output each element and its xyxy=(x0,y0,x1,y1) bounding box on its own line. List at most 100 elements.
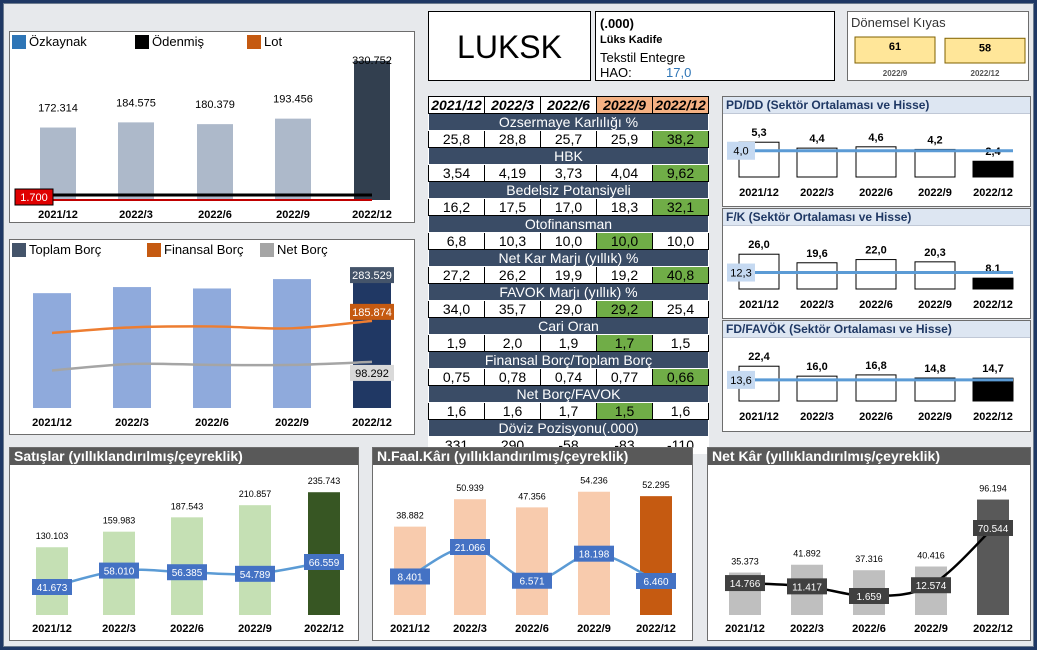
x-tick-label: 2022/3 xyxy=(115,417,149,429)
net-profit-annual-label: 35.373 xyxy=(731,557,759,567)
fd-favok-bar xyxy=(914,377,956,402)
net-profit-annual-bar xyxy=(977,499,1009,615)
x-tick-label: 2022/3 xyxy=(102,623,136,635)
pd-dd-chart: 5,3 2021/12 4,4 2022/3 4,6 2022/6 4,2 2022/9 2,4… xyxy=(727,127,1014,199)
table-cell: 25,4 xyxy=(652,300,709,318)
operating-profit-panel: N.Faal.Kârı (yıllıklandırılmış/çeyreklik… xyxy=(372,447,693,641)
table-cell: 1,5 xyxy=(596,402,653,420)
x-tick-label: 2022/6 xyxy=(515,623,549,635)
table-row: FAVOK Marjı (yıllık) % xyxy=(428,283,709,301)
sales-annual-label: 159.983 xyxy=(103,516,136,526)
metric-name: Net Borç/FAVOK xyxy=(428,385,709,403)
operating-profit-quarterly-box xyxy=(390,568,430,585)
metric-name: Net Kar Marjı (yıllık) % xyxy=(428,249,709,267)
pd-dd-value-label: 2,4 xyxy=(985,146,1001,158)
fd-favok-sector-average-label: 13,6 xyxy=(730,375,751,387)
x-tick-label: 2022/6 xyxy=(859,187,893,199)
table-cell: 2021/12 xyxy=(428,96,485,114)
fk-bar xyxy=(796,262,838,290)
table-row: 3,54 4,19 3,73 4,04 9,62 xyxy=(428,164,709,182)
x-tick-label: 2021/12 xyxy=(390,623,430,635)
sales-quarterly-box xyxy=(167,564,207,581)
x-tick-label: 2021/12 xyxy=(38,209,78,221)
operating-profit-annual-label: 52.295 xyxy=(642,480,670,490)
table-cell: 1,6 xyxy=(428,402,485,420)
net-profit-quarterly-box xyxy=(849,588,889,604)
table-cell: 1,6 xyxy=(652,402,709,420)
fk-bar xyxy=(855,259,897,290)
equity-bar xyxy=(354,60,390,200)
x-tick-label: 2022/9 xyxy=(238,623,272,635)
legend-label: Toplam Borç xyxy=(29,242,102,257)
net-profit-quarterly-label: 14.766 xyxy=(730,579,761,590)
x-tick-label: 2022/9 xyxy=(577,623,611,635)
net-profit-title: Net Kâr (yıllıklandırılmış/çeyreklik) xyxy=(708,448,1030,465)
fd-favok-value-label: 14,8 xyxy=(924,363,945,375)
sales-quarterly-label: 66.559 xyxy=(309,558,340,569)
table-cell: 1,7 xyxy=(596,334,653,352)
debt-value-box xyxy=(350,267,394,284)
x-tick-label: 2022/9 xyxy=(275,417,309,429)
company-info-box: (.000) Lüks Kadife Tekstil Entegre HAO: … xyxy=(595,11,835,81)
table-cell: 1,9 xyxy=(540,334,597,352)
x-tick-label: 2022/6 xyxy=(852,623,886,635)
pd-dd-value-label: 4,2 xyxy=(927,134,942,146)
table-cell: 17,5 xyxy=(484,198,541,216)
debt-value-box xyxy=(350,303,394,320)
metric-name: FAVOK Marjı (yıllık) % xyxy=(428,283,709,301)
x-tick-label: 2022/12 xyxy=(352,209,392,221)
table-row: 2021/12 2022/3 2022/6 2022/9 2022/12 xyxy=(428,96,709,114)
net-profit-annual-label: 96.194 xyxy=(979,484,1007,494)
table-row: 16,2 17,5 17,0 18,3 32,1 xyxy=(428,198,709,216)
x-tick-label: 2022/3 xyxy=(800,187,834,199)
operating-profit-quarterly-label: 8.401 xyxy=(397,572,422,583)
fk-value-label: 22,0 xyxy=(865,245,886,257)
fd-favok-value-label: 16,8 xyxy=(865,360,886,372)
pd-dd-value-label: 4,6 xyxy=(868,132,883,144)
total-debt-bar xyxy=(273,279,311,408)
comparison-bar xyxy=(854,36,936,64)
x-tick-label: 2021/12 xyxy=(739,187,779,199)
debt-value-label: 98.292 xyxy=(355,368,389,380)
x-tick-label: 2022/9 xyxy=(918,411,952,423)
debt-chart: Toplam Borç Finansal Borç Net Borç 2021/12 2… xyxy=(12,242,394,429)
operating-profit-annual-bar xyxy=(454,499,486,615)
table-row: 1,6 1,6 1,7 1,5 1,6 xyxy=(428,402,709,420)
legend-swatch xyxy=(260,243,274,257)
metric-name: Finansal Borç/Toplam Borç xyxy=(428,351,709,369)
pd-dd-bar xyxy=(796,147,838,178)
table-row: Net Kar Marjı (yıllık) % xyxy=(428,249,709,267)
fd-favok-panel: FD/FAVÖK (Sektör Ortalaması ve Hisse) 22… xyxy=(722,320,1031,432)
legend-label: Ödenmiş xyxy=(152,34,205,49)
operating-profit-annual-label: 54.236 xyxy=(580,476,608,486)
table-cell: 27,2 xyxy=(428,266,485,284)
x-tick-label: 2021/12 xyxy=(739,299,779,311)
operating-profit-title: N.Faal.Kârı (yıllıklandırılmış/çeyreklik… xyxy=(373,448,692,465)
sales-quarterly-box xyxy=(99,562,139,579)
fk-value-label: 19,6 xyxy=(806,248,827,260)
legend-swatch xyxy=(247,35,261,49)
table-cell: 40,8 xyxy=(652,266,709,284)
table-cell: 0,77 xyxy=(596,368,653,386)
hao-value: 17,0 xyxy=(666,65,692,80)
table-cell: 3,54 xyxy=(428,164,485,182)
equity-bar-label: 184.575 xyxy=(116,97,156,109)
pd-dd-value-label: 5,3 xyxy=(751,127,766,139)
company-name: Lüks Kadife xyxy=(600,34,663,46)
table-row: 6,8 10,3 10,0 10,0 10,0 xyxy=(428,232,709,250)
table-cell: 1,6 xyxy=(484,402,541,420)
x-tick-label: 2022/9 xyxy=(276,209,310,221)
table-cell: 2022/12 xyxy=(652,96,709,114)
table-cell: 1,9 xyxy=(428,334,485,352)
paid-in-label-box xyxy=(14,188,54,206)
table-row: Net Borç/FAVOK xyxy=(428,385,709,403)
equity-bar xyxy=(275,118,311,200)
net-profit-quarterly-label: 1.659 xyxy=(856,592,881,603)
operating-profit-quarterly-box xyxy=(574,545,614,562)
table-row: 1,9 2,0 1,9 1,7 1,5 xyxy=(428,334,709,352)
operating-profit-annual-label: 38.882 xyxy=(396,511,424,521)
legend-label: Lot xyxy=(264,34,282,49)
net-profit-quarterly-label: 11.417 xyxy=(792,582,822,593)
total-debt-bar xyxy=(193,288,231,408)
fk-chart: 26,0 2021/12 19,6 2022/3 22,0 2022/6 20,3 2022/… xyxy=(727,239,1014,311)
